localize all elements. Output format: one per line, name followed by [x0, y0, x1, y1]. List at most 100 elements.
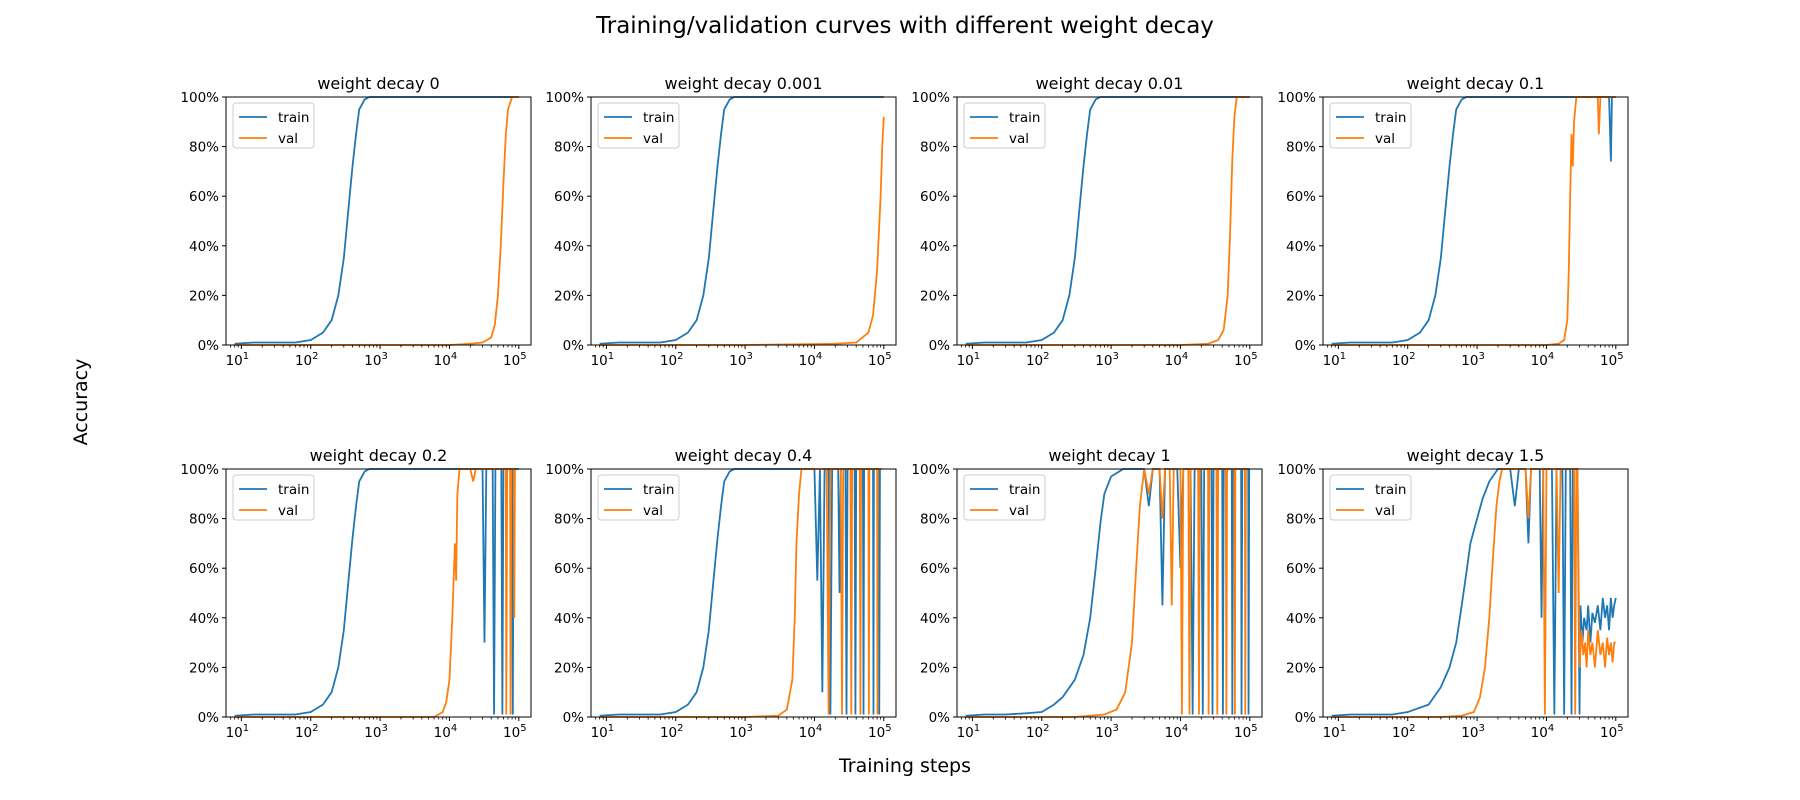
- subplot-title: weight decay 0: [317, 74, 439, 93]
- legend-box: [963, 474, 1046, 521]
- x-tick-label: 102: [1026, 723, 1050, 741]
- plot-frame: [1322, 468, 1629, 718]
- y-tick-label: 100%: [1277, 462, 1316, 478]
- legend-label-train: train: [1375, 482, 1406, 498]
- subplot-title: weight decay 1.5: [1407, 446, 1545, 465]
- y-tick-label: 80%: [1286, 512, 1316, 528]
- x-tick-label: 105: [868, 351, 892, 369]
- subplot-1: weight decay 0 0% 20% 40% 60% 80% 100% 101 102 10…: [180, 74, 532, 369]
- plot-frame: [1322, 96, 1629, 346]
- y-tick-label: 40%: [554, 239, 584, 255]
- y-tick-label: 100%: [911, 90, 950, 106]
- x-tick-label: 101: [226, 723, 250, 741]
- plot-frame: [956, 96, 1263, 346]
- y-tick-label: 60%: [189, 189, 219, 205]
- x-tick-label: 105: [1600, 723, 1624, 741]
- y-tick-label: 80%: [920, 140, 950, 156]
- y-tick-label: 60%: [189, 561, 219, 577]
- y-tick-label: 40%: [920, 239, 950, 255]
- legend-label-train: train: [1009, 482, 1040, 498]
- y-tick-label: 60%: [1286, 189, 1316, 205]
- y-tick-label: 20%: [1286, 288, 1316, 304]
- legend-label-train: train: [643, 110, 674, 126]
- y-tick-label: 40%: [189, 239, 219, 255]
- legend-box: [1329, 102, 1412, 149]
- y-tick-label: 60%: [554, 189, 584, 205]
- x-tick-label: 101: [1323, 723, 1347, 741]
- x-tick-label: 104: [434, 723, 458, 741]
- x-tick-label: 103: [729, 723, 753, 741]
- y-tick-label: 40%: [920, 611, 950, 627]
- y-tick-label: 20%: [920, 660, 950, 676]
- figure-xlabel: Training steps: [838, 755, 971, 777]
- x-tick-label: 101: [226, 351, 250, 369]
- legend: train val: [597, 102, 680, 149]
- y-tick-label: 20%: [920, 288, 950, 304]
- x-tick-label: 103: [729, 351, 753, 369]
- legend-label-val: val: [1009, 503, 1029, 519]
- series-line-val: [1331, 96, 1616, 346]
- x-tick-label: 104: [1165, 351, 1189, 369]
- x-tick-label: 102: [1026, 351, 1050, 369]
- y-tick-label: 0%: [198, 710, 220, 726]
- y-tick-label: 0%: [929, 338, 951, 354]
- y-tick-label: 0%: [198, 338, 220, 354]
- subplot-2: weight decay 0.001 0% 20% 40% 60% 80% 100% 101 1…: [545, 74, 897, 369]
- y-tick-label: 80%: [920, 512, 950, 528]
- subplot-title: weight decay 0.4: [675, 446, 813, 465]
- x-tick-label: 102: [295, 351, 319, 369]
- legend-box: [232, 474, 315, 521]
- x-tick-label: 101: [591, 351, 615, 369]
- legend-label-val: val: [1009, 131, 1029, 147]
- subplot-title: weight decay 0.01: [1036, 74, 1184, 93]
- legend: train val: [232, 102, 315, 149]
- x-tick-label: 101: [957, 723, 981, 741]
- x-tick-label: 102: [1392, 351, 1416, 369]
- subplot-4: weight decay 0.1 0% 20% 40% 60% 80% 100% 101 102…: [1277, 74, 1629, 369]
- x-tick-label: 103: [364, 723, 388, 741]
- y-tick-label: 80%: [1286, 140, 1316, 156]
- legend-label-val: val: [278, 131, 298, 147]
- y-tick-label: 0%: [1295, 338, 1317, 354]
- y-tick-label: 20%: [554, 288, 584, 304]
- y-tick-label: 80%: [554, 140, 584, 156]
- legend: train val: [1329, 102, 1412, 149]
- x-tick-label: 102: [295, 723, 319, 741]
- x-tick-label: 103: [364, 351, 388, 369]
- series-line-train: [1331, 468, 1617, 717]
- subplot-5: weight decay 0.2 0% 20% 40% 60% 80% 100% 101 102…: [180, 446, 532, 741]
- series-line-val: [599, 116, 885, 346]
- y-tick-label: 60%: [920, 189, 950, 205]
- legend-label-val: val: [1375, 131, 1395, 147]
- subplot-title: weight decay 0.1: [1407, 74, 1545, 93]
- legend-label-train: train: [1375, 110, 1406, 126]
- y-tick-label: 0%: [1295, 710, 1317, 726]
- legend: train val: [1329, 474, 1412, 521]
- y-tick-label: 60%: [920, 561, 950, 577]
- legend-label-val: val: [1375, 503, 1395, 519]
- subplot-grid: weight decay 0 0% 20% 40% 60% 80% 100% 101 102 10…: [180, 74, 1629, 741]
- y-tick-label: 20%: [189, 660, 219, 676]
- y-tick-label: 0%: [563, 710, 585, 726]
- legend-box: [597, 474, 680, 521]
- legend: train val: [963, 474, 1046, 521]
- legend-box: [963, 102, 1046, 149]
- y-tick-label: 60%: [554, 561, 584, 577]
- y-tick-label: 20%: [554, 660, 584, 676]
- x-tick-label: 102: [1392, 723, 1416, 741]
- y-tick-label: 0%: [929, 710, 951, 726]
- legend: train val: [232, 474, 315, 521]
- legend-label-val: val: [278, 503, 298, 519]
- legend-label-val: val: [643, 503, 663, 519]
- subplot-title: weight decay 1: [1048, 446, 1170, 465]
- legend-box: [1329, 474, 1412, 521]
- legend-label-train: train: [278, 110, 309, 126]
- x-tick-label: 104: [1165, 723, 1189, 741]
- series-line-val: [599, 468, 883, 718]
- x-tick-label: 103: [1461, 351, 1485, 369]
- x-tick-label: 104: [799, 351, 823, 369]
- y-tick-label: 20%: [189, 288, 219, 304]
- y-tick-label: 100%: [180, 90, 219, 106]
- y-tick-label: 80%: [189, 512, 219, 528]
